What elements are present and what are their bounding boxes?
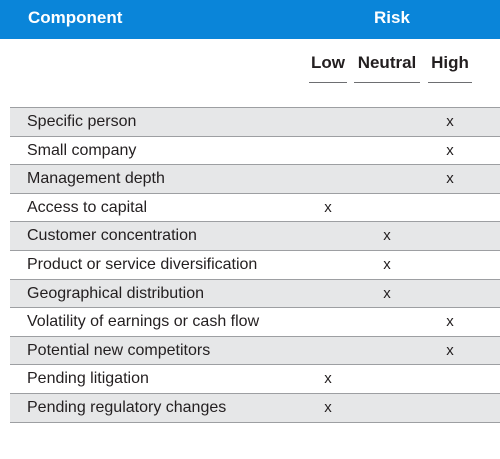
component-label: Pending regulatory changes — [27, 398, 227, 416]
table-row: Potential new competitors x — [10, 335, 500, 365]
table-row: Small company x — [10, 135, 500, 165]
low-subheader-underline — [309, 82, 347, 83]
low-subheader: Low — [311, 53, 345, 72]
table-row: Geographical distribution x — [10, 278, 500, 308]
high-subheader-underline — [428, 82, 472, 83]
high-mark: x — [446, 341, 454, 359]
risk-column-header: Risk — [374, 8, 410, 27]
component-label: Volatility of earnings or cash flow — [27, 313, 260, 331]
table-row: Product or service diversification x — [10, 249, 500, 279]
component-label: Potential new competitors — [27, 341, 211, 359]
low-mark: x — [324, 398, 332, 416]
component-label: Geographical distribution — [27, 284, 204, 302]
component-label: Specific person — [27, 113, 137, 130]
neutral-mark: x — [383, 255, 391, 273]
table-row: Specific person x — [10, 107, 500, 136]
component-label: Customer concentration — [27, 227, 197, 245]
neutral-mark: x — [383, 227, 391, 245]
table-row: Customer concentration x — [10, 221, 500, 250]
high-mark: x — [446, 170, 454, 188]
high-subheader: High — [431, 53, 469, 72]
risk-table-body: Specific person x Small company x Manage… — [10, 107, 500, 423]
component-label: Access to capital — [27, 198, 148, 216]
table-header-bar: Component Risk — [0, 0, 500, 39]
table-row: Pending regulatory changes x — [10, 392, 500, 423]
low-mark: x — [324, 198, 332, 216]
neutral-subheader-underline — [354, 82, 420, 83]
neutral-mark: x — [383, 284, 391, 302]
neutral-subheader: Neutral — [357, 53, 417, 72]
table-row: Management depth x — [10, 164, 500, 193]
table-row: Volatility of earnings or cash flow x — [10, 307, 500, 336]
low-mark: x — [324, 370, 332, 388]
table-row: Access to capital x — [10, 192, 500, 222]
high-mark: x — [446, 313, 454, 331]
high-mark: x — [446, 141, 454, 159]
component-label: Small company — [27, 141, 137, 159]
component-label: Pending litigation — [27, 370, 149, 388]
high-mark: x — [446, 113, 454, 130]
component-label: Product or service diversification — [27, 255, 258, 273]
component-column-header: Component — [28, 8, 123, 27]
table-row: Pending litigation x — [10, 364, 500, 393]
component-label: Management depth — [27, 170, 165, 188]
